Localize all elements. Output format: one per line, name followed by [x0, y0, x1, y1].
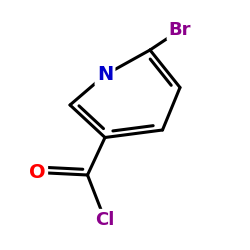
Text: Br: Br	[169, 21, 191, 39]
Text: N: N	[97, 66, 113, 84]
Text: Cl: Cl	[95, 211, 115, 229]
Text: O: O	[29, 163, 46, 182]
